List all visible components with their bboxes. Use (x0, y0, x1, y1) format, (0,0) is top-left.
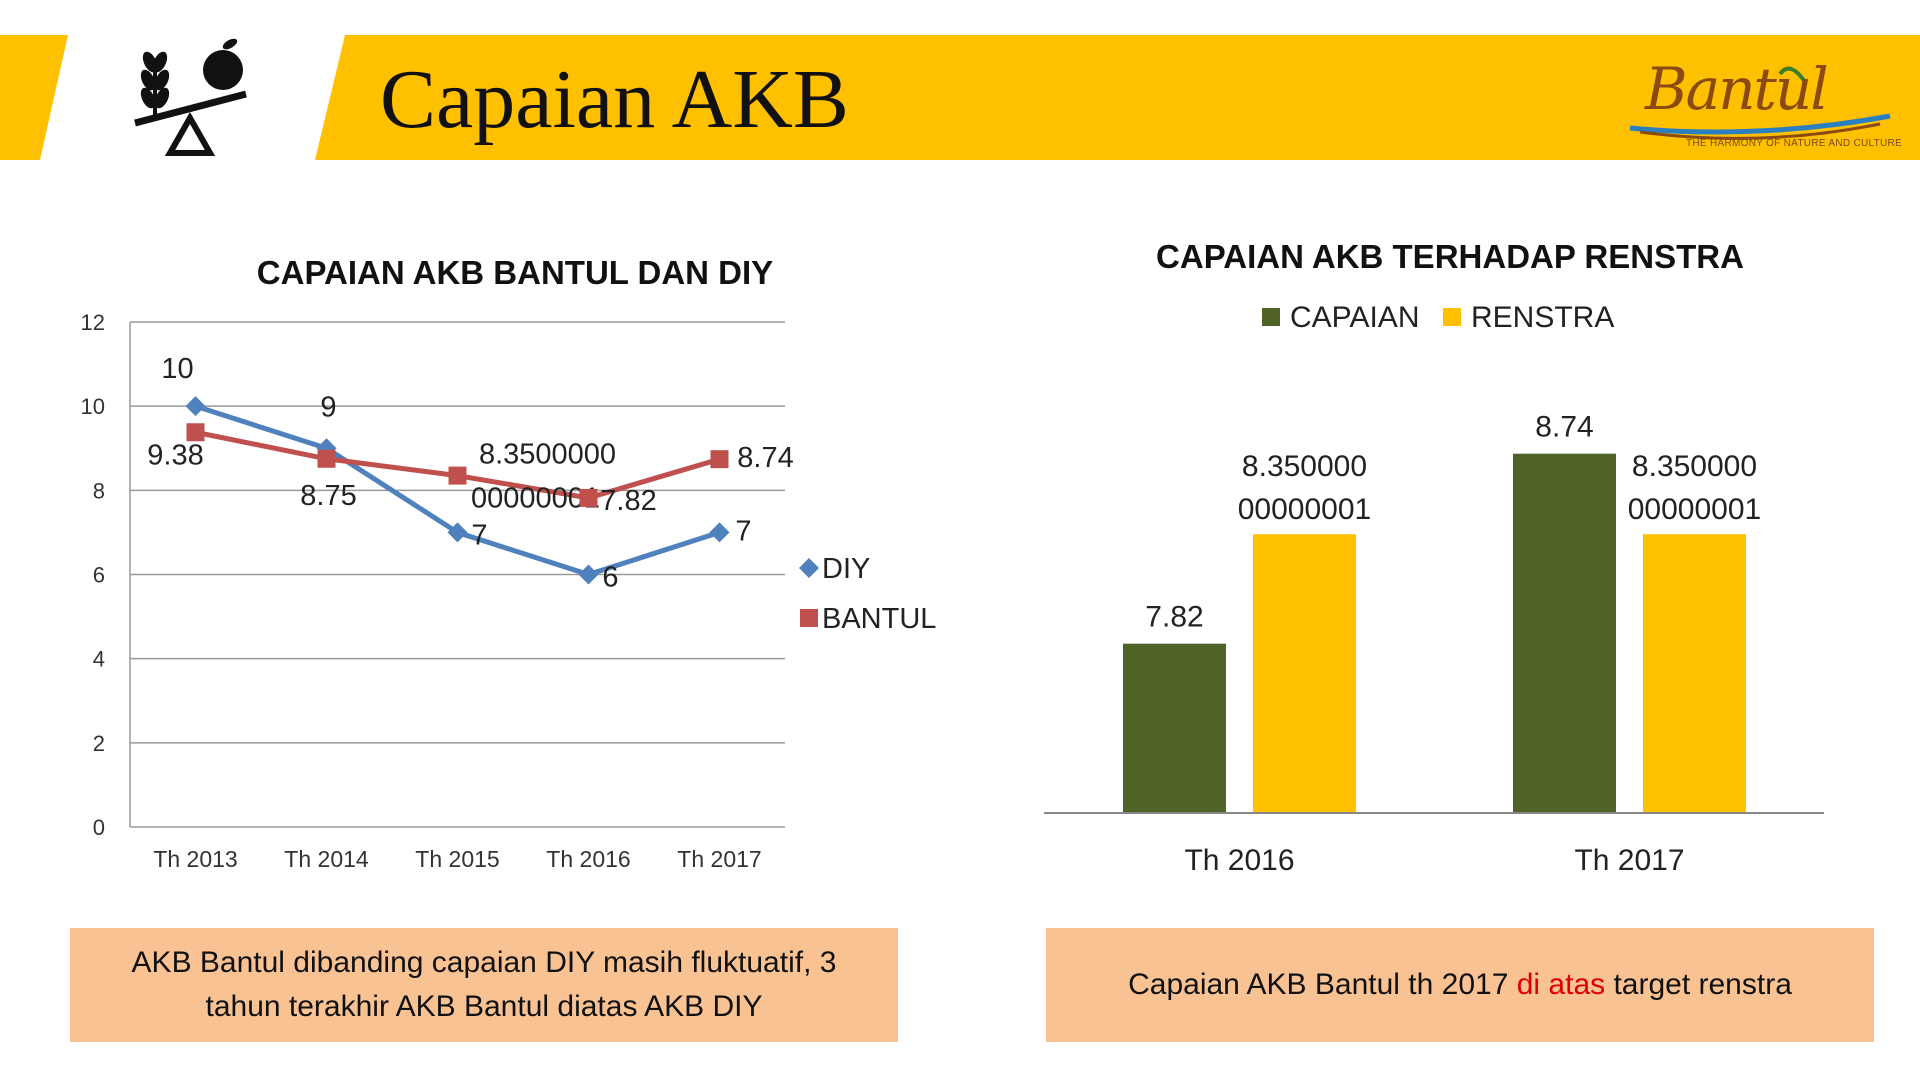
note-left: AKB Bantul dibanding capaian DIY masih f… (70, 928, 898, 1042)
data-label: 8.75 (300, 480, 356, 512)
data-label: 6 (602, 562, 618, 594)
data-point-diy (185, 396, 206, 417)
bar-renstra (1253, 534, 1356, 813)
header-banner (0, 35, 1920, 160)
data-point-diy (709, 522, 730, 543)
y-tick-label: 10 (81, 394, 105, 419)
data-label: 8.350000 00000001 (1238, 450, 1371, 526)
y-tick-label: 0 (93, 815, 105, 840)
legend-label: DIY (822, 553, 870, 585)
line-chart: 0 2 4 6 8 10 12 Th 2013 Th 2014 Th 2015 Th 2016 Th … (81, 310, 937, 872)
bar-renstra (1643, 534, 1746, 813)
legend-capaian-icon (1262, 308, 1280, 326)
legend-renstra-icon (1443, 308, 1461, 326)
page-title: Capaian AKB (380, 53, 849, 146)
x-tick-label: Th 2017 (1574, 844, 1684, 877)
data-point-bantul (579, 488, 598, 507)
bar-capaian (1513, 453, 1616, 813)
data-label: 10 (161, 353, 193, 385)
data-label: 7.82 (1145, 601, 1203, 634)
data-label: 7 (471, 519, 487, 551)
x-tick-label: Th 2016 (1184, 844, 1294, 877)
legend-diy-icon (799, 558, 819, 578)
data-point-diy (578, 564, 599, 585)
data-point-bantul (186, 423, 205, 442)
logo-text: Bantul (1645, 55, 1829, 123)
bantul-logo-icon (1629, 66, 1891, 140)
x-tick-label: Th 2014 (284, 846, 369, 872)
line-chart-title: CAPAIAN AKB BANTUL DAN DIY (256, 254, 774, 291)
y-tick-label: 2 (93, 731, 105, 756)
x-tick-label: Th 2015 (415, 846, 499, 872)
data-label: 9 (320, 391, 336, 423)
note-right-highlight: di atas (1516, 968, 1606, 1001)
data-label: 7 (735, 515, 751, 547)
y-tick-label: 4 (93, 647, 105, 672)
y-tick-label: 8 (93, 478, 105, 503)
note-right-text-start: Capaian AKB Bantul th 2017 (1128, 968, 1517, 1001)
data-label: 9.38 (147, 439, 203, 471)
logo-tagline: THE HARMONY OF NATURE AND CULTURE (1686, 138, 1903, 149)
bar-chart: CAPAIAN RENSTRA 7.82 8.350000 00000001 Th 201… (1044, 301, 1824, 877)
x-tick-label: Th 2016 (546, 846, 630, 872)
data-label: 8.74 (737, 442, 793, 474)
note-right-text-end: target renstra (1605, 968, 1792, 1001)
data-point-bantul (448, 466, 467, 485)
data-label: 7.82 (600, 485, 656, 517)
legend-label: CAPAIAN (1290, 301, 1419, 334)
bar-chart-title: CAPAIAN AKB TERHADAP RENSTRA (1156, 238, 1744, 275)
legend-label: BANTUL (822, 603, 936, 635)
data-point-bantul (710, 450, 729, 469)
x-tick-label: Th 2017 (677, 846, 761, 872)
x-tick-label: Th 2013 (153, 846, 237, 872)
balance-scale-icon (134, 38, 247, 156)
data-label: 8.74 (1535, 411, 1593, 444)
y-tick-label: 12 (81, 310, 105, 335)
data-label: 8.350000 00000001 (1628, 450, 1761, 526)
y-tick-label: 6 (93, 563, 105, 588)
bar-capaian (1123, 643, 1226, 813)
data-label: 8.3500000 00000001 (471, 439, 616, 515)
note-right: Capaian AKB Bantul th 2017 di atas targe… (1046, 928, 1874, 1042)
data-point-diy (447, 522, 468, 543)
legend-label: RENSTRA (1471, 301, 1614, 334)
legend-bantul-icon (800, 609, 818, 627)
data-point-bantul (317, 449, 336, 468)
